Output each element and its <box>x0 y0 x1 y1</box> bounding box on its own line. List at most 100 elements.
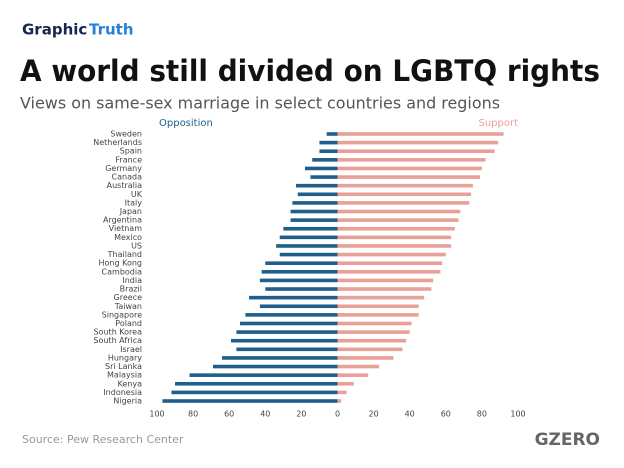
bar <box>162 399 338 403</box>
bar <box>283 226 338 231</box>
bar <box>259 278 338 283</box>
bar <box>337 390 347 395</box>
bar <box>337 338 407 343</box>
bar <box>337 330 410 334</box>
chart-subtitle: Views on same-sex marriage in select cou… <box>20 94 500 113</box>
y-tick-label: Sweden <box>110 130 142 139</box>
bar <box>337 244 452 248</box>
y-tick-label: Greece <box>114 293 143 302</box>
y-tick-label: France <box>115 155 142 164</box>
y-tick-label: Cambodia <box>102 267 143 276</box>
bar <box>337 158 486 162</box>
x-tick-label: 60 <box>441 410 451 419</box>
bar <box>310 175 338 179</box>
bar <box>337 192 472 197</box>
y-tick-label: Indonesia <box>103 388 142 397</box>
source: Source: Pew Research Center <box>22 433 184 446</box>
bar <box>337 235 452 240</box>
y-tick-label: Poland <box>115 319 142 328</box>
bar <box>337 149 495 154</box>
bar <box>221 356 338 360</box>
y-tick-label: India <box>122 276 142 285</box>
bar <box>337 209 461 214</box>
y-tick-label: Canada <box>112 173 143 182</box>
x-tick-label: 60 <box>224 410 234 419</box>
bar <box>276 244 338 248</box>
bar <box>312 158 338 162</box>
x-tick-label: 40 <box>260 410 270 419</box>
y-tick-label: Malaysia <box>107 371 142 380</box>
bar <box>337 218 459 222</box>
bar <box>175 381 338 386</box>
bar <box>337 364 380 369</box>
legend-label: Support <box>478 118 518 129</box>
bar <box>337 183 473 188</box>
y-tick-label: Thailand <box>107 250 142 259</box>
x-tick-label: 20 <box>296 410 306 419</box>
bar <box>245 313 338 317</box>
y-tick-label: South Korea <box>94 328 143 337</box>
bar <box>290 218 338 222</box>
x-tick-label: 100 <box>510 410 525 419</box>
y-tick-label: Australia <box>107 181 142 190</box>
bar <box>337 347 403 352</box>
y-tick-label: Taiwan <box>114 302 142 311</box>
bar <box>337 140 499 145</box>
y-tick-label: Japan <box>119 207 142 216</box>
bar <box>337 313 419 317</box>
y-tick-label: Israel <box>120 345 142 354</box>
chart-title: A world still divided on LGBTQ rights <box>20 54 600 88</box>
bar <box>297 192 338 197</box>
bar <box>337 278 434 283</box>
y-tick-label: Germany <box>105 164 142 173</box>
y-tick-label: Nigeria <box>113 397 142 406</box>
bar <box>319 149 338 154</box>
y-tick-label: Argentina <box>103 216 142 225</box>
x-tick-label: 100 <box>149 410 164 419</box>
y-tick-label: Netherlands <box>93 138 142 147</box>
bar <box>265 261 338 265</box>
bar <box>337 166 482 171</box>
y-tick-label: Sri Lanka <box>105 362 142 371</box>
bar <box>171 390 338 395</box>
bar <box>231 338 338 343</box>
legend-label: Opposition <box>159 118 213 129</box>
y-tick-label: Hong Kong <box>99 259 143 268</box>
y-tick-label: US <box>131 241 142 250</box>
bar <box>337 287 432 291</box>
logo: GZERO <box>535 430 600 450</box>
brand-accent: Truth <box>89 21 134 39</box>
y-tick-label: Singapore <box>102 310 142 319</box>
bar <box>212 364 338 369</box>
bar <box>337 270 441 274</box>
bar <box>265 287 338 291</box>
bar <box>236 347 338 352</box>
brand-main: Graphic <box>22 21 87 39</box>
y-tick-label: UK <box>131 190 143 199</box>
y-tick-label: South Africa <box>93 336 142 345</box>
bar <box>326 132 338 136</box>
y-tick-label: Hungary <box>108 353 142 362</box>
x-tick-label: 80 <box>188 410 198 419</box>
bar <box>279 252 338 257</box>
y-tick-label: Spain <box>120 147 142 156</box>
x-tick-label: 80 <box>477 410 487 419</box>
y-tick-label: Kenya <box>118 379 143 388</box>
bar <box>292 201 338 205</box>
bar <box>337 399 342 403</box>
bar <box>337 295 425 300</box>
y-tick-label: Mexico <box>114 233 142 242</box>
y-tick-label: Brazil <box>120 285 142 294</box>
bar <box>337 261 443 265</box>
x-tick-label: 20 <box>369 410 379 419</box>
bar <box>249 295 338 300</box>
bar <box>189 373 338 377</box>
bar <box>305 166 338 171</box>
bar <box>337 381 354 386</box>
bar <box>337 201 470 205</box>
bar <box>337 304 419 309</box>
bar <box>337 132 504 136</box>
bar <box>337 356 394 360</box>
bar <box>295 183 338 188</box>
bar <box>259 304 338 309</box>
